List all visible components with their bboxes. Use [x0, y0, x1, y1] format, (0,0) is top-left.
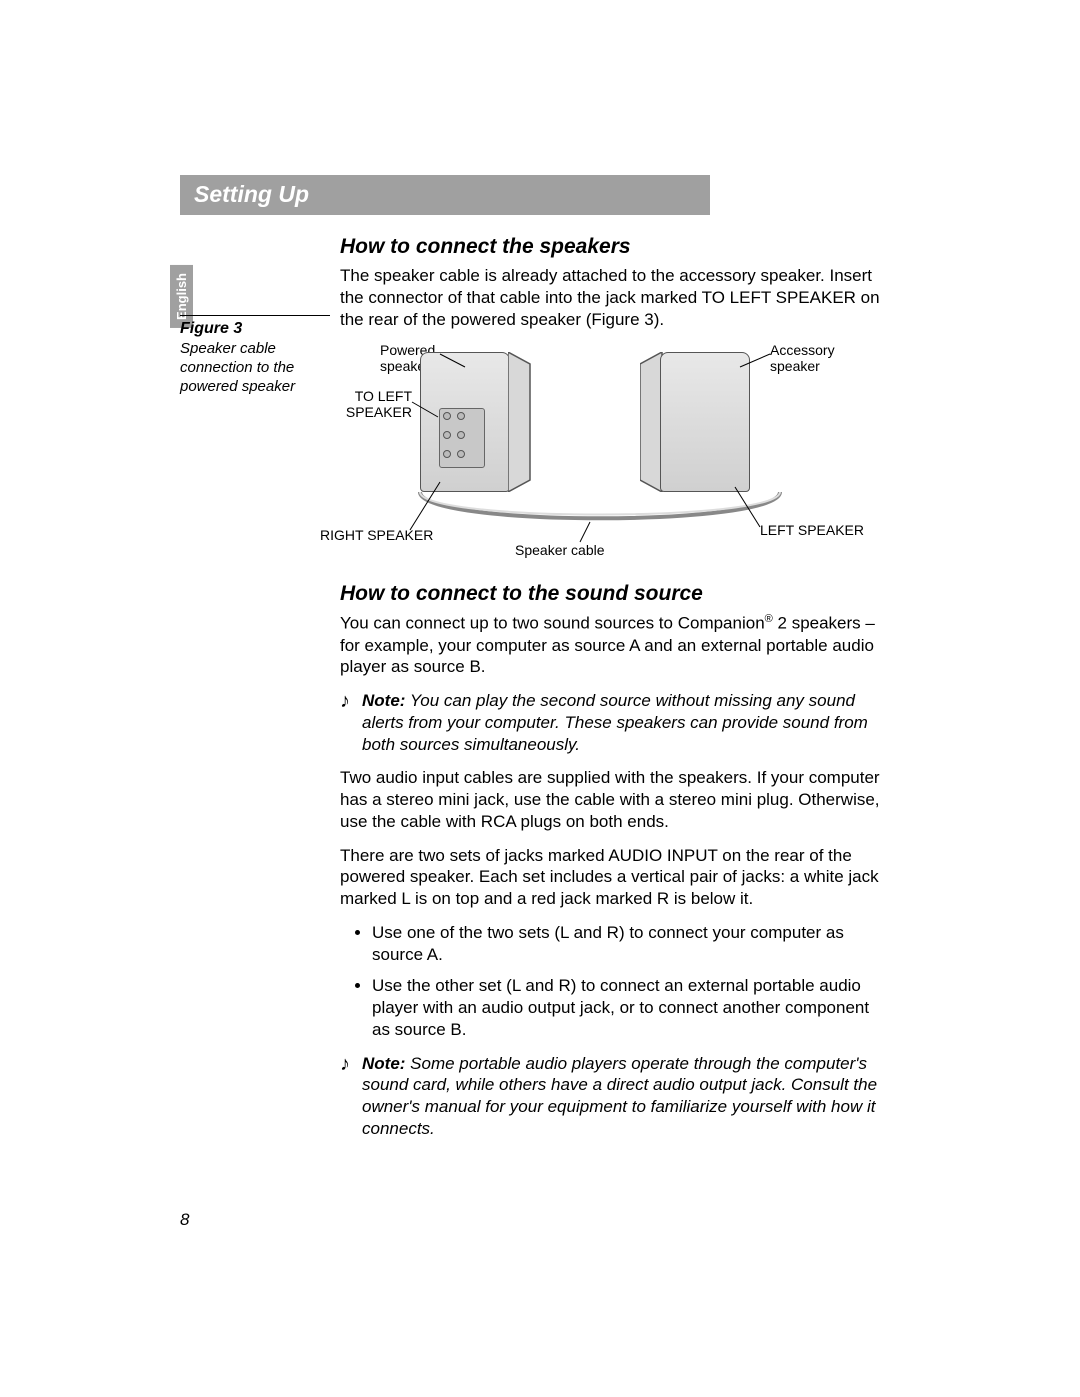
label-to-left-speaker: TO LEFT SPEAKER: [340, 388, 412, 420]
jack-icon: [443, 450, 451, 458]
label-speaker-cable: Speaker cable: [515, 542, 605, 558]
label-text: SPEAKER: [346, 404, 412, 420]
registered-mark: ®: [765, 613, 773, 625]
para-source-1: You can connect up to two sound sources …: [340, 612, 880, 678]
jack-icon: [457, 412, 465, 420]
manual-page: Setting Up English Figure 3 Speaker cabl…: [180, 175, 900, 1152]
bullet-item: Use the other set (L and R) to connect a…: [372, 975, 880, 1040]
subheading-connect-source: How to connect to the sound source: [340, 582, 880, 606]
source-bullet-list: Use one of the two sets (L and R) to con…: [340, 922, 880, 1041]
label-text: speaker: [770, 358, 820, 374]
jack-icon: [443, 412, 451, 420]
figure-divider: [180, 315, 330, 316]
figure-caption: Speaker cable connection to the powered …: [180, 340, 330, 396]
note-2-text: Note: Some portable audio players operat…: [362, 1053, 880, 1140]
jack-icon: [443, 431, 451, 439]
page-number: 8: [180, 1210, 189, 1230]
jack-icon: [457, 431, 465, 439]
subheading-connect-speakers: How to connect the speakers: [340, 235, 880, 259]
figure-sidebar: Figure 3 Speaker cable connection to the…: [180, 315, 330, 396]
figure-3-diagram: Powered speaker Accessory speaker TO LEF…: [340, 342, 880, 562]
bullet-item: Use one of the two sets (L and R) to con…: [372, 922, 880, 966]
para-connect-speakers: The speaker cable is already attached to…: [340, 265, 880, 330]
note-1-text: Note: You can play the second source wit…: [362, 690, 880, 755]
jack-icon: [457, 450, 465, 458]
label-text: TO LEFT: [355, 388, 412, 404]
label-text: Accessory: [770, 342, 835, 358]
speaker-body: [660, 352, 750, 492]
powered-speaker-drawing: [420, 352, 530, 502]
note-1: ♪ Note: You can play the second source w…: [340, 690, 880, 755]
speaker-side-icon: [508, 352, 536, 492]
content-column: How to connect the speakers The speaker …: [340, 235, 880, 1140]
note-body: You can play the second source without m…: [362, 691, 868, 754]
speaker-body: [420, 352, 510, 492]
para-source-3: There are two sets of jacks marked AUDIO…: [340, 845, 880, 910]
accessory-speaker-drawing: [660, 352, 770, 502]
speaker-cable-drawing: [410, 492, 790, 532]
figure-label: Figure 3: [180, 320, 330, 338]
label-accessory-speaker: Accessory speaker: [770, 342, 835, 374]
para-source-2: Two audio input cables are supplied with…: [340, 767, 880, 832]
note-label: Note:: [362, 691, 405, 710]
speaker-back-panel: [439, 408, 485, 468]
note-2: ♪ Note: Some portable audio players oper…: [340, 1053, 880, 1140]
note-label: Note:: [362, 1054, 405, 1073]
section-header: Setting Up: [180, 175, 710, 215]
music-note-icon: ♪: [340, 1054, 362, 1074]
note-body: Some portable audio players operate thro…: [362, 1054, 877, 1138]
music-note-icon: ♪: [340, 691, 362, 711]
text-fragment: You can connect up to two sound sources …: [340, 614, 765, 633]
